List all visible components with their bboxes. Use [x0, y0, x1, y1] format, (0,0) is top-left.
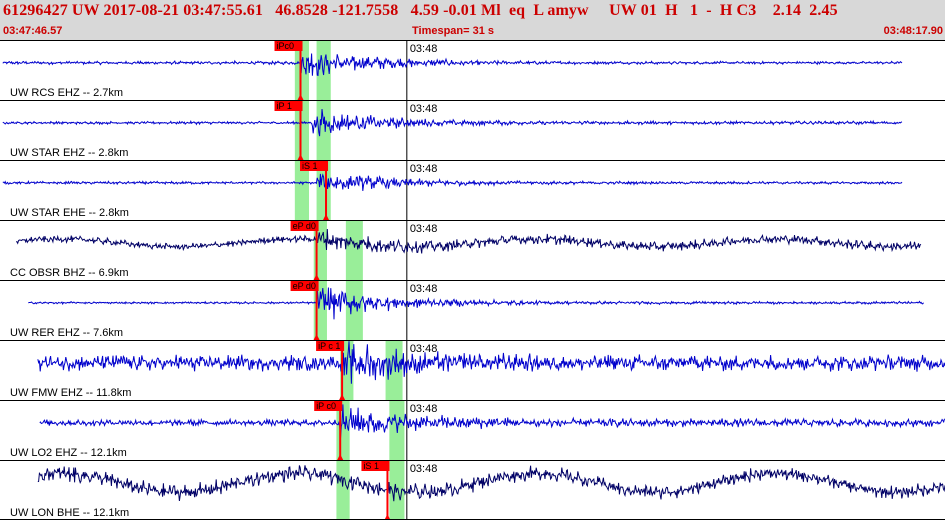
pick-flag[interactable] — [314, 401, 343, 411]
start-time: 03:47:46.57 — [3, 25, 63, 37]
minute-tick-label: 03:48 — [410, 223, 438, 235]
event-header: 61296427 UW 2017-08-21 03:47:55.61 46.85… — [0, 0, 945, 40]
trace-panel[interactable]: 03:48 eP d0 UW RER EHZ -- 7.6km — [0, 280, 945, 340]
trace-panel[interactable]: 03:48 iP c 1 UW FMW EHZ -- 11.8km — [0, 340, 945, 400]
pick-label: eP d0 — [293, 221, 316, 231]
pick-arrow-icon — [313, 334, 320, 340]
phase-window — [345, 280, 363, 340]
pick-label: iP c 1 — [318, 341, 340, 351]
trace-panel[interactable]: 03:48 iP 1 UW STAR EHZ -- 2.8km — [0, 100, 945, 160]
minute-tick-label: 03:48 — [410, 283, 438, 295]
waveform-trace — [39, 404, 945, 439]
station-label: UW FMW EHZ -- 11.8km — [10, 387, 131, 399]
station-label: UW STAR EHE -- 2.8km — [10, 207, 129, 219]
pick-flag[interactable] — [361, 461, 390, 471]
waveform-trace — [37, 341, 945, 384]
waveform-trace — [28, 286, 924, 320]
station-label: UW RCS EHZ -- 2.7km — [10, 87, 123, 99]
pick-arrow-icon — [384, 514, 391, 520]
trace-panel[interactable]: 03:48 iS 1 UW STAR EHE -- 2.8km — [0, 160, 945, 220]
waveform-trace — [2, 172, 903, 191]
pick-label: iP 1 — [277, 101, 292, 111]
end-time: 03:48:17.90 — [883, 25, 943, 37]
pick-label: iPc0 — [277, 41, 295, 51]
minute-tick-label: 03:48 — [410, 163, 438, 175]
pick-arrow-icon — [337, 454, 344, 460]
phase-window — [294, 100, 310, 160]
pick-flag[interactable] — [274, 101, 303, 111]
station-label: UW LON BHE -- 12.1km — [10, 507, 129, 519]
trace-panel[interactable]: 03:48 eP d0 CC OBSR BHZ -- 6.9km — [0, 220, 945, 280]
pick-flag[interactable] — [290, 221, 319, 231]
phase-window — [294, 40, 310, 100]
trace-panel[interactable]: 03:48 iP c0 UW LO2 EHZ -- 12.1km — [0, 400, 945, 460]
minute-tick-label: 03:48 — [410, 463, 438, 475]
pick-arrow-icon — [297, 154, 304, 160]
phase-window — [385, 340, 403, 400]
phase-window — [294, 160, 310, 220]
phase-window — [336, 460, 350, 520]
phase-window — [316, 100, 331, 160]
pick-flag[interactable] — [316, 341, 345, 351]
station-label: UW STAR EHZ -- 2.8km — [10, 147, 128, 159]
pick-arrow-icon — [339, 394, 346, 400]
trace-panel[interactable]: 03:48 iPc0 UW RCS EHZ -- 2.7km — [0, 40, 945, 100]
station-label: UW LO2 EHZ -- 12.1km — [10, 447, 127, 459]
pick-label: iS 1 — [363, 461, 379, 471]
pick-label: eP d0 — [293, 281, 316, 291]
event-summary-line: 61296427 UW 2017-08-21 03:47:55.61 46.85… — [3, 2, 838, 19]
minute-tick-label: 03:48 — [410, 43, 438, 55]
pick-flag[interactable] — [290, 281, 319, 291]
minute-tick-label: 03:48 — [410, 403, 438, 415]
waveform-trace — [2, 53, 903, 77]
pick-label: iP c0 — [316, 401, 336, 411]
station-label: UW RER EHZ -- 7.6km — [10, 327, 123, 339]
pick-arrow-icon — [313, 274, 320, 280]
minute-tick-label: 03:48 — [410, 103, 438, 115]
minute-tick-label: 03:48 — [410, 343, 438, 355]
waveform-trace — [37, 465, 945, 502]
pick-label: iS 1 — [302, 161, 318, 171]
phase-window — [345, 220, 363, 280]
timespan-label: Timespan= 31 s — [412, 25, 495, 37]
trace-panel[interactable]: 03:48 iS 1 UW LON BHE -- 12.1km — [0, 460, 945, 520]
pick-flag[interactable] — [300, 161, 329, 171]
waveform-trace — [15, 228, 922, 254]
pick-flag[interactable] — [274, 41, 303, 51]
waveform-trace — [2, 109, 903, 137]
pick-arrow-icon — [297, 94, 304, 100]
seismogram-panel[interactable]: 03:48 iPc0 UW RCS EHZ -- 2.7km 03:48 iP 1 UW … — [0, 40, 945, 520]
pick-arrow-icon — [323, 214, 330, 220]
station-label: CC OBSR BHZ -- 6.9km — [10, 267, 129, 279]
